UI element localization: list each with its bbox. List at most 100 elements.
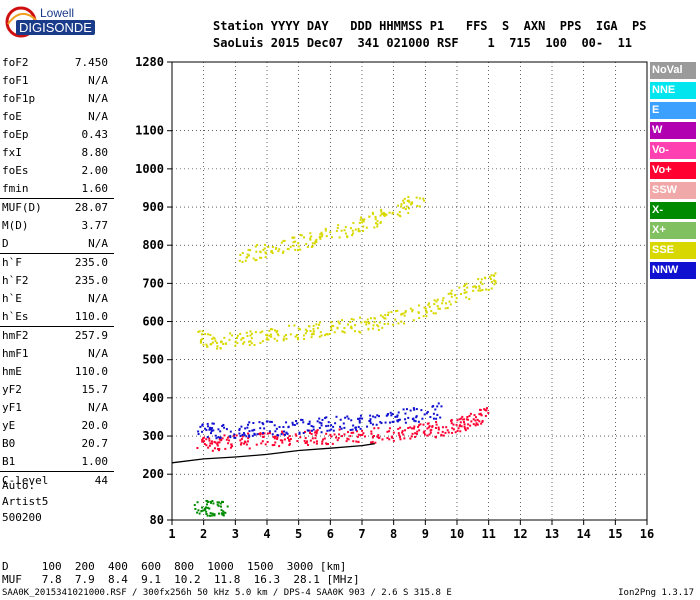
echo-point: [216, 443, 219, 446]
echo-point: [270, 420, 273, 423]
echo-point: [220, 340, 223, 343]
echo-point: [365, 321, 368, 324]
echo-point: [402, 199, 405, 202]
legend-vo--swatch: Vo-: [650, 142, 696, 159]
echo-point: [472, 423, 475, 426]
echo-point: [274, 329, 277, 332]
echo-point: [417, 425, 420, 428]
echo-point: [212, 422, 215, 425]
y-tick-label: 300: [142, 429, 164, 443]
echo-point: [425, 311, 428, 314]
echo-point: [455, 297, 458, 300]
param-value: 2.00: [81, 164, 109, 177]
echo-point: [487, 411, 490, 414]
echo-point: [369, 422, 372, 425]
echo-point: [248, 344, 251, 347]
echo-point: [327, 424, 330, 427]
param-row: h`F2 235.0: [0, 272, 114, 290]
echo-point: [463, 285, 466, 288]
echo-point: [281, 432, 284, 435]
param-value: N/A: [88, 401, 108, 414]
echo-point: [434, 436, 437, 439]
echo-point: [264, 443, 267, 446]
echo-point: [365, 323, 368, 326]
echo-point: [460, 417, 463, 420]
echo-point: [408, 201, 411, 204]
echo-point: [410, 202, 413, 205]
echo-point: [263, 247, 266, 250]
echo-point: [294, 240, 297, 243]
echo-point: [255, 443, 258, 446]
echo-point: [324, 334, 327, 337]
echo-point: [366, 318, 369, 321]
param-row: B0 20.7: [0, 435, 114, 453]
echo-point: [271, 433, 274, 436]
echo-point: [243, 341, 246, 344]
echo-point: [302, 432, 305, 435]
logo-line2: DIGISONDE: [16, 20, 95, 35]
echo-point: [234, 344, 237, 347]
echo-point: [253, 428, 256, 431]
echo-point: [278, 445, 281, 448]
echo-point: [377, 325, 380, 328]
echo-point: [445, 302, 448, 305]
echo-point: [494, 281, 497, 284]
echo-point: [227, 442, 230, 445]
echo-point: [465, 291, 468, 294]
echo-point: [399, 215, 402, 218]
echo-point: [241, 260, 244, 263]
echo-point: [476, 418, 479, 421]
echo-point: [231, 334, 234, 337]
echo-point: [233, 433, 236, 436]
echo-point: [412, 319, 415, 322]
echo-point: [372, 324, 375, 327]
x-tick-label: 9: [422, 527, 429, 541]
x-tick-label: 7: [358, 527, 365, 541]
echo-point: [307, 429, 310, 432]
echo-point: [255, 250, 258, 253]
echo-point: [330, 424, 333, 427]
echo-point: [341, 435, 344, 438]
echo-point: [388, 211, 391, 214]
param-value: N/A: [88, 292, 108, 305]
echo-point: [246, 253, 249, 256]
echo-point: [325, 425, 328, 428]
echo-point: [226, 436, 229, 439]
echo-point: [229, 435, 232, 438]
echo-point: [481, 419, 484, 422]
echo-point: [209, 500, 212, 503]
echo-point: [212, 429, 215, 432]
echo-point: [281, 441, 284, 444]
echo-point: [346, 437, 349, 440]
echo-point: [413, 408, 416, 411]
echo-point: [259, 432, 262, 435]
echo-point: [261, 330, 264, 333]
echo-point: [436, 405, 439, 408]
echo-point: [490, 274, 493, 277]
echo-point: [417, 420, 420, 423]
legend-noval-swatch: NoVal: [650, 62, 696, 79]
echo-point: [203, 442, 206, 445]
echo-point: [281, 430, 284, 433]
x-tick-label: 12: [513, 527, 527, 541]
echo-point: [295, 334, 298, 337]
echo-point: [376, 223, 379, 226]
echo-point: [221, 425, 224, 428]
echo-point: [414, 435, 417, 438]
echo-point: [432, 312, 435, 315]
echo-point: [239, 435, 242, 438]
echo-point: [207, 446, 210, 449]
param-value: 20.7: [81, 437, 109, 450]
echo-point: [458, 418, 461, 421]
echo-point: [213, 513, 216, 516]
echo-point: [336, 439, 339, 442]
echo-point: [383, 323, 386, 326]
echo-point: [321, 418, 324, 421]
echo-point: [450, 420, 453, 423]
echo-point: [399, 426, 402, 429]
echo-point: [281, 251, 284, 254]
echo-point: [306, 440, 309, 443]
echo-point: [394, 415, 397, 418]
echo-point: [214, 434, 217, 437]
echo-point: [285, 421, 288, 424]
